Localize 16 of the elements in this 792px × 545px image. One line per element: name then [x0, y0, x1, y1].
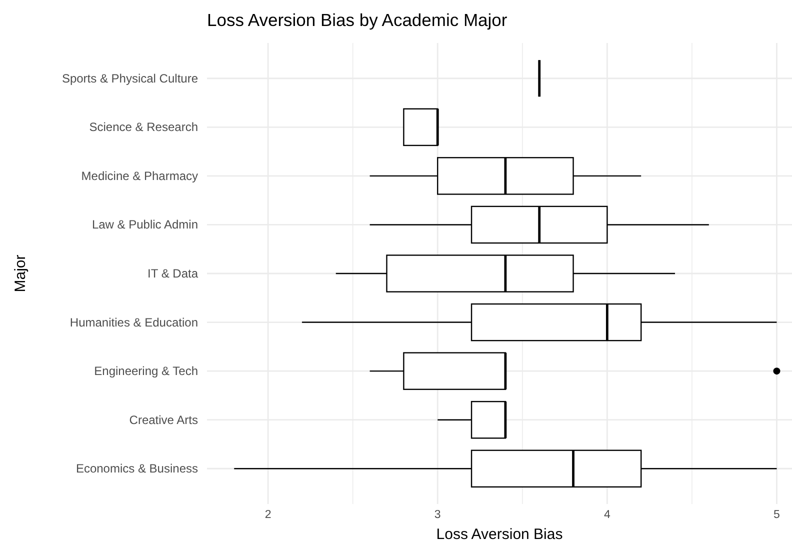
y-tick-label: Engineering & Tech — [94, 364, 198, 378]
x-tick-label: 5 — [774, 509, 780, 521]
y-axis-title: Major — [12, 254, 29, 292]
x-axis-title: Loss Aversion Bias — [436, 526, 563, 543]
y-tick-label: Creative Arts — [129, 412, 198, 427]
y-tick-label: Medicine & Pharmacy — [81, 168, 198, 183]
x-tick-label: 3 — [434, 509, 441, 521]
y-tick-label: IT & Data — [148, 266, 198, 280]
y-tick-label: Law & Public Admin — [92, 218, 198, 232]
y-tick-label: Science & Research — [89, 120, 198, 134]
x-tick-label: 2 — [264, 509, 272, 521]
x-tick-label: 4 — [604, 509, 611, 521]
y-tick-label: Humanities & Education — [70, 315, 198, 330]
y-tick-label: Economics & Business — [76, 462, 198, 476]
chart-title: Loss Aversion Bias by Academic Major — [207, 10, 508, 30]
y-tick-label: Sports & Physical Culture — [62, 71, 198, 86]
